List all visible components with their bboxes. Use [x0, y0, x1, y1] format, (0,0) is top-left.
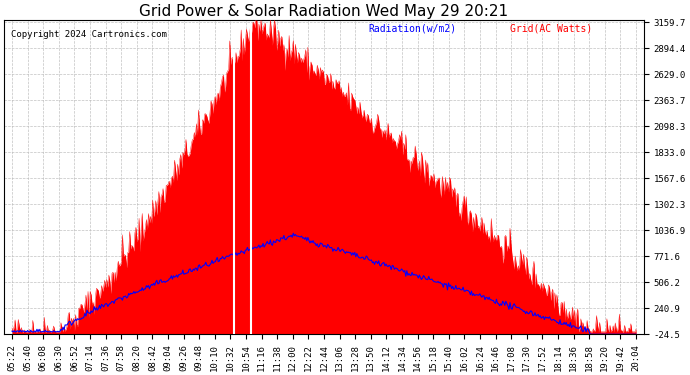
Text: Grid(AC Watts): Grid(AC Watts): [509, 24, 592, 33]
Text: Radiation(w/m2): Radiation(w/m2): [368, 24, 457, 33]
Text: Copyright 2024 Cartronics.com: Copyright 2024 Cartronics.com: [10, 30, 166, 39]
Title: Grid Power & Solar Radiation Wed May 29 20:21: Grid Power & Solar Radiation Wed May 29 …: [139, 4, 509, 19]
